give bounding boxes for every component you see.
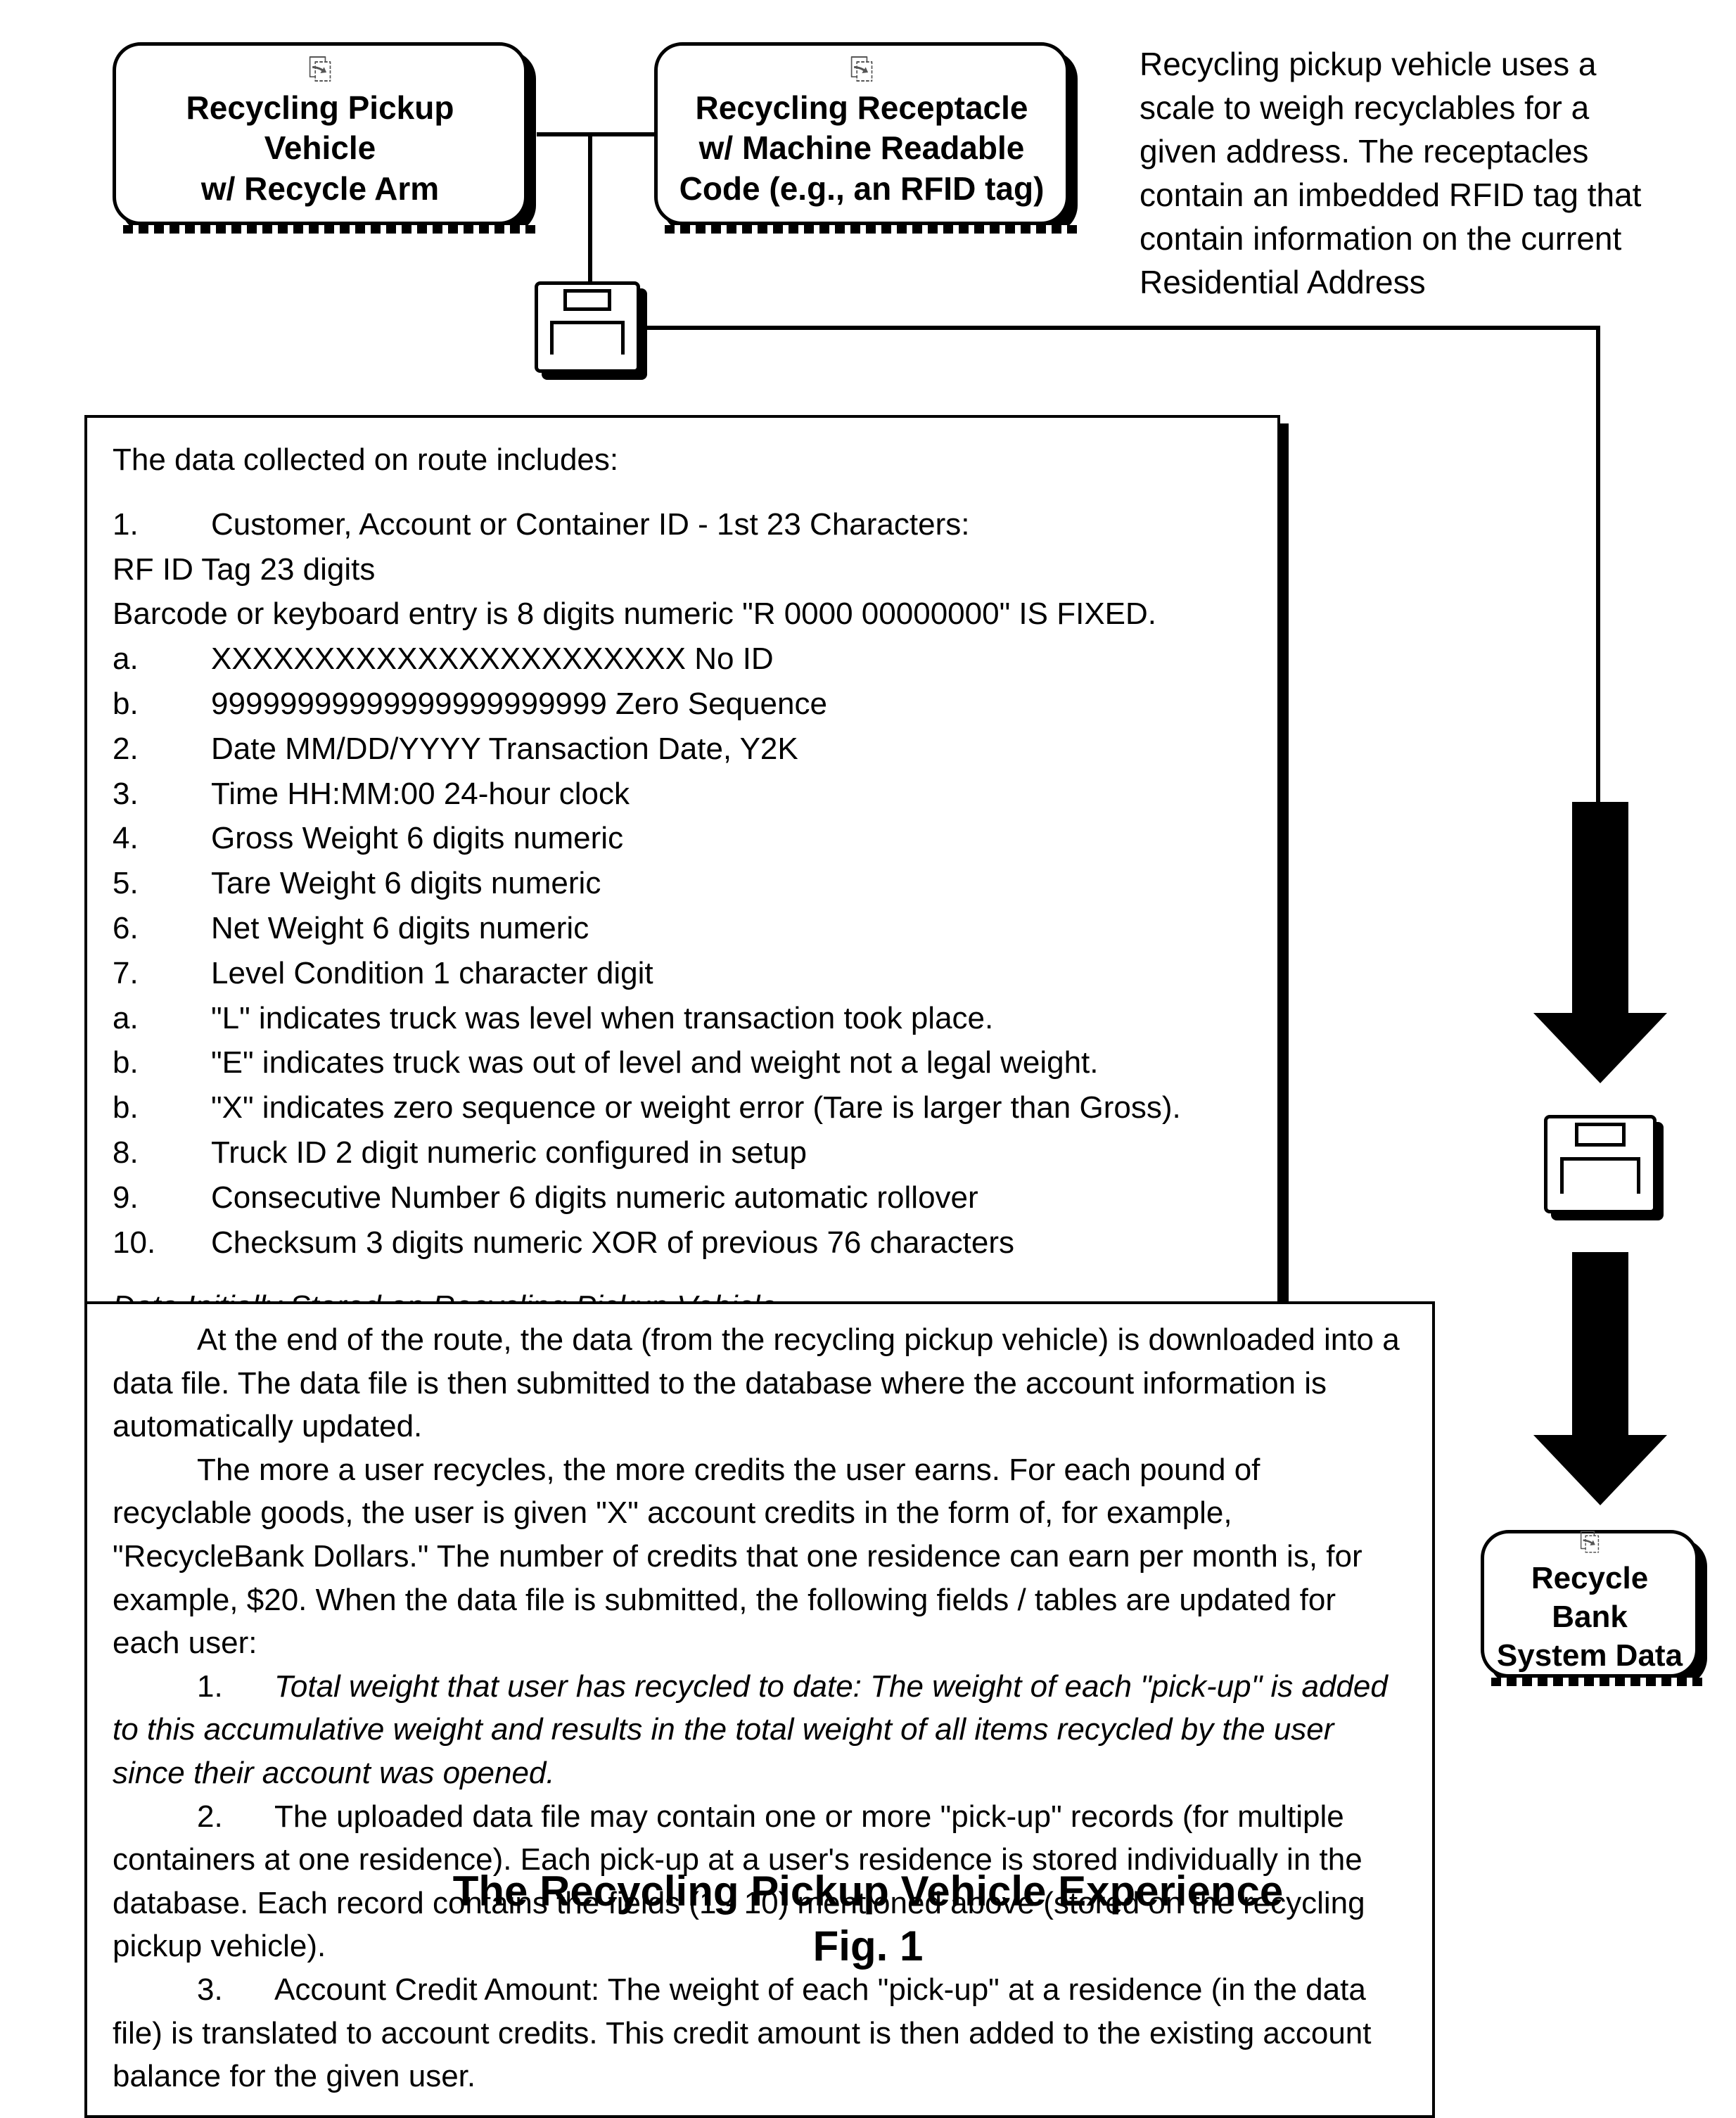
data-row: a."L" indicates truck was level when tra… <box>113 996 1252 1041</box>
connector <box>1596 326 1600 804</box>
disk-slot <box>1575 1123 1626 1147</box>
data-intro: The data collected on route includes: <box>113 438 1252 483</box>
data-row: RF ID Tag 23 digits <box>113 547 1252 592</box>
item-text: Truck ID 2 digit numeric configured in s… <box>211 1130 807 1175</box>
item-number: 4. <box>113 816 211 861</box>
item-number: 2. <box>113 727 211 772</box>
item-number: a. <box>113 996 211 1041</box>
text: Recycle Bank <box>1531 1561 1648 1634</box>
disk-slot <box>563 289 611 311</box>
data-row: 10.Checksum 3 digits numeric XOR of prev… <box>113 1220 1252 1265</box>
connector <box>647 326 1600 330</box>
text: w/ Machine Readable <box>699 129 1025 166</box>
item-number: b. <box>113 682 211 727</box>
data-row: a.XXXXXXXXXXXXXXXXXXXXXXX No ID <box>113 637 1252 682</box>
description-box: At the end of the route, the data (from … <box>84 1301 1435 2118</box>
item-text: Date MM/DD/YYYY Transaction Date, Y2K <box>211 727 798 772</box>
data-row: 4.Gross Weight 6 digits numeric <box>113 816 1252 861</box>
paragraph: The more a user recycles, the more credi… <box>113 1448 1407 1665</box>
item-number: b. <box>113 1085 211 1130</box>
item-number: 7. <box>113 951 211 996</box>
side-explanation: Recycling pickup vehicle uses a scale to… <box>1140 42 1660 305</box>
figure-title: The Recycling Pickup Vehicle Experience … <box>42 1864 1694 1974</box>
text: Barcode or keyboard entry is 8 digits nu… <box>113 592 1156 637</box>
item-text: Gross Weight 6 digits numeric <box>211 816 623 861</box>
data-row: 6.Net Weight 6 digits numeric <box>113 906 1252 951</box>
connector <box>537 132 590 136</box>
file-dashed-icon: ⎘ <box>850 54 874 84</box>
paragraph: At the end of the route, the data (from … <box>113 1318 1407 1448</box>
item-text: Tare Weight 6 digits numeric <box>211 861 601 906</box>
disk-label-area <box>1560 1157 1640 1194</box>
receptacle-box: ⎘ Recycling Receptacle w/ Machine Readab… <box>654 42 1069 225</box>
desc-content: At the end of the route, the data (from … <box>113 1318 1407 2098</box>
item-number: 3. <box>197 1972 274 2007</box>
disk-icon <box>1544 1115 1657 1213</box>
item-text: Time HH:MM:00 24-hour clock <box>211 772 630 817</box>
item-number: 6. <box>113 906 211 951</box>
item-number: b. <box>113 1040 211 1085</box>
data-collected-box: The data collected on route includes: 1.… <box>84 415 1280 1352</box>
item-text: "X" indicates zero sequence or weight er… <box>211 1085 1181 1130</box>
text: Recycling Receptacle <box>695 89 1028 126</box>
receptacle-label: Recycling Receptacle w/ Machine Readable… <box>679 88 1045 210</box>
item-text: Checksum 3 digits numeric XOR of previou… <box>211 1220 1014 1265</box>
text: Fig. 1 <box>813 1922 924 1970</box>
data-row: 8.Truck ID 2 digit numeric configured in… <box>113 1130 1252 1175</box>
item-text: XXXXXXXXXXXXXXXXXXXXXXX No ID <box>211 637 774 682</box>
bank-box: ⎘ Recycle Bank System Data <box>1481 1530 1699 1678</box>
item-number: 9. <box>113 1175 211 1220</box>
data-row: b."E" indicates truck was out of level a… <box>113 1040 1252 1085</box>
bank-label: Recycle Bank System Data <box>1494 1559 1685 1675</box>
item-number: 8. <box>113 1130 211 1175</box>
item-number: a. <box>113 637 211 682</box>
data-row: 7.Level Condition 1 character digit <box>113 951 1252 996</box>
data-row: 5.Tare Weight 6 digits numeric <box>113 861 1252 906</box>
item-number: 5. <box>113 861 211 906</box>
file-dashed-icon: ⎘ <box>308 54 332 84</box>
item-number: 1. <box>113 502 211 547</box>
text: The Recycling Pickup Vehicle Experience <box>453 1868 1284 1915</box>
item-text: Level Condition 1 character digit <box>211 951 653 996</box>
connector <box>590 132 654 136</box>
vehicle-label: Recycling Pickup Vehicle w/ Recycle Arm <box>186 88 454 210</box>
arrow-down-icon <box>1533 1252 1667 1505</box>
disk-icon <box>535 281 640 373</box>
text: w/ Recycle Arm <box>201 170 439 207</box>
text: RF ID Tag 23 digits <box>113 547 375 592</box>
desc-item: 1. Total weight that user has recycled t… <box>113 1665 1407 1795</box>
data-row: b."X" indicates zero sequence or weight … <box>113 1085 1252 1130</box>
item-text: Customer, Account or Container ID - 1st … <box>211 502 969 547</box>
data-row: b.99999999999999999999999 Zero Sequence <box>113 682 1252 727</box>
item-text: "L" indicates truck was level when trans… <box>211 996 993 1041</box>
item-number: 2. <box>197 1799 274 1834</box>
item-text: Consecutive Number 6 digits numeric auto… <box>211 1175 978 1220</box>
data-row: 3.Time HH:MM:00 24-hour clock <box>113 772 1252 817</box>
vehicle-box: ⎘ Recycling Pickup Vehicle w/ Recycle Ar… <box>113 42 528 225</box>
connector <box>588 132 592 281</box>
text: Code (e.g., an RFID tag) <box>679 170 1045 207</box>
item-text: "E" indicates truck was out of level and… <box>211 1040 1099 1085</box>
text: Vehicle <box>264 129 376 166</box>
desc-item: 3. Account Credit Amount: The weight of … <box>113 1968 1407 2098</box>
file-dashed-icon: ⎘ <box>1580 1529 1600 1555</box>
text: System Data <box>1497 1638 1683 1673</box>
item-text: Net Weight 6 digits numeric <box>211 906 589 951</box>
text: Recycling Pickup <box>186 89 454 126</box>
disk-label-area <box>550 321 625 355</box>
data-row: Barcode or keyboard entry is 8 digits nu… <box>113 592 1252 637</box>
arrow-down-icon <box>1533 802 1667 1083</box>
item-text: Total weight that user has recycled to d… <box>113 1669 1388 1790</box>
data-items-list: 1.Customer, Account or Container ID - 1s… <box>113 502 1252 1265</box>
data-row: 2.Date MM/DD/YYYY Transaction Date, Y2K <box>113 727 1252 772</box>
item-number: 1. <box>197 1669 274 1704</box>
item-text: Account Credit Amount: The weight of eac… <box>113 1972 1372 2093</box>
data-row: 9.Consecutive Number 6 digits numeric au… <box>113 1175 1252 1220</box>
diagram-canvas: ⎘ Recycling Pickup Vehicle w/ Recycle Ar… <box>42 42 1694 1998</box>
item-number: 3. <box>113 772 211 817</box>
item-number: 10. <box>113 1220 211 1265</box>
item-text: 99999999999999999999999 Zero Sequence <box>211 682 827 727</box>
data-row: 1.Customer, Account or Container ID - 1s… <box>113 502 1252 547</box>
